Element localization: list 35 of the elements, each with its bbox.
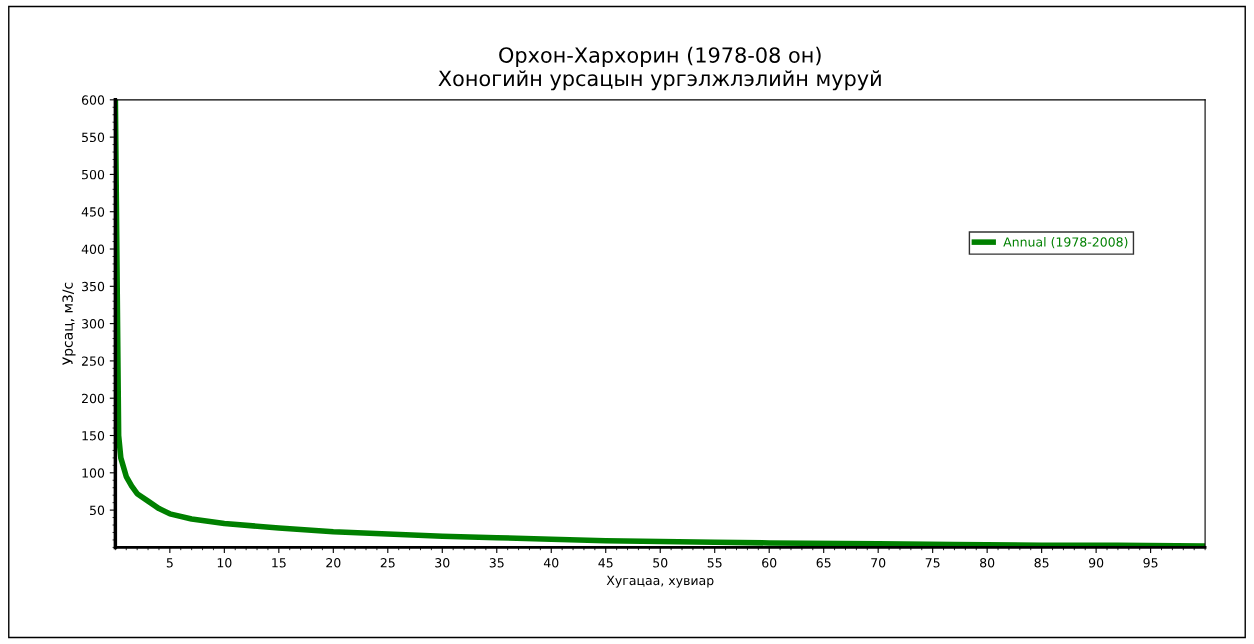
x-tick-label: 50	[653, 558, 668, 568]
x-tick-label: 85	[1034, 558, 1049, 568]
y-tick-label: 450	[81, 207, 105, 217]
y-tick-label: 100	[82, 468, 105, 478]
y-axis-title: Урсац, м3/с	[62, 282, 76, 366]
y-tick-label: 500	[82, 169, 105, 180]
x-tick-label: 75	[925, 558, 940, 568]
legend-label: Annual (1978-2008)	[1003, 237, 1128, 249]
y-tick-label: 300	[82, 319, 105, 329]
y-tick-label: 600	[81, 95, 105, 105]
y-tick-label: 350	[82, 281, 105, 292]
y-tick-label: 400	[81, 244, 105, 254]
x-tick-label: 45	[598, 558, 613, 568]
chart-title: Орхон-Хархорин (1978-08 он) Хоногийн урсацын ургэлжлэлийн муруй	[438, 46, 881, 91]
y-tick-label: 550	[82, 132, 105, 143]
x-tick-label: 90	[1088, 558, 1104, 568]
x-tick-label: 60	[762, 558, 777, 568]
y-tick-label: 50	[90, 505, 105, 516]
x-tick-label: 5	[166, 558, 173, 568]
x-tick-label: 20	[326, 558, 341, 568]
x-tick-label: 35	[489, 558, 504, 568]
x-tick-label: 80	[980, 558, 995, 568]
y-tick-label: 250	[82, 356, 105, 366]
x-tick-label: 70	[871, 558, 886, 568]
x-axis-title: Хугацаа, хувиар	[606, 575, 714, 588]
x-tick-label: 15	[272, 558, 286, 568]
x-tick-label: 95	[1143, 558, 1158, 568]
x-tick-label: 30	[435, 558, 450, 568]
y-tick-label: 150	[82, 430, 105, 441]
x-tick-label: 40	[543, 558, 559, 568]
x-tick-label: 65	[816, 558, 831, 568]
y-tick-label: 200	[82, 393, 105, 404]
x-tick-label: 10	[217, 558, 232, 568]
x-tick-label: 55	[707, 558, 722, 568]
x-tick-label: 25	[380, 558, 395, 568]
